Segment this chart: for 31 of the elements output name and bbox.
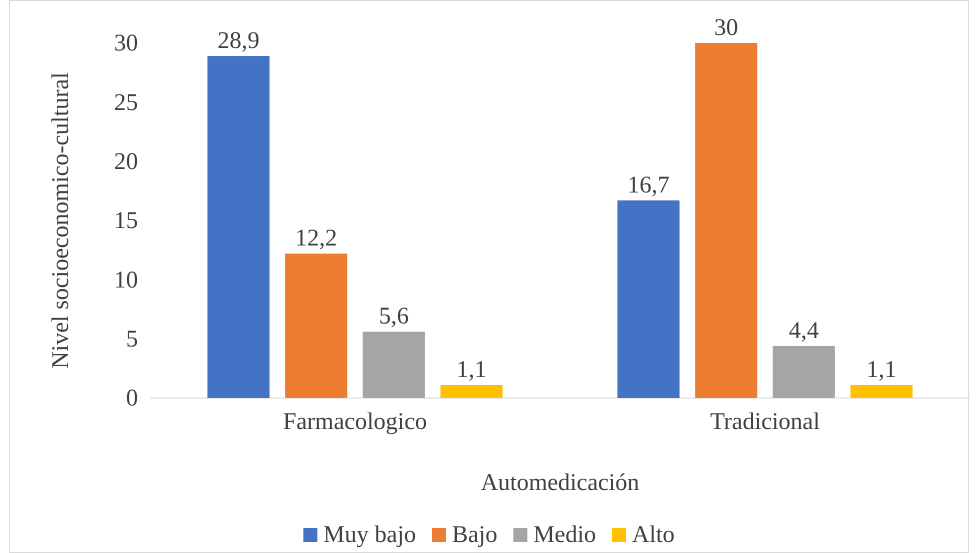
bar xyxy=(285,254,348,398)
y-tick-label: 10 xyxy=(114,267,138,294)
data-label: 4,4 xyxy=(788,318,819,344)
y-tick-label: 15 xyxy=(114,208,138,234)
x-axis-title: Automedicación xyxy=(480,470,640,496)
data-label: 16,7 xyxy=(627,172,670,198)
data-label: 28,9 xyxy=(217,28,260,54)
data-label: 1,1 xyxy=(866,356,897,383)
legend-label: Alto xyxy=(632,522,675,548)
y-tick-label: 30 xyxy=(114,30,138,57)
bar xyxy=(772,346,835,398)
data-label: 30 xyxy=(714,15,738,41)
data-label: 1,1 xyxy=(456,356,487,383)
y-tick-label: 25 xyxy=(114,90,138,116)
bar xyxy=(207,56,270,398)
y-tick-label: 5 xyxy=(126,326,138,353)
bar xyxy=(850,384,913,398)
bar xyxy=(695,43,758,398)
data-label: 12,2 xyxy=(295,226,338,252)
y-tick-label: 20 xyxy=(114,149,138,176)
x-tick-label: Tradicional xyxy=(710,409,820,436)
y-tick-label: 0 xyxy=(126,386,138,412)
x-tick-label: Farmacologico xyxy=(283,409,427,436)
legend-label: Bajo xyxy=(452,522,498,548)
bar xyxy=(617,200,680,398)
legend-label: Muy bajo xyxy=(323,522,416,548)
bar xyxy=(362,332,425,398)
bar xyxy=(440,384,503,398)
y-axis-title: Nivel socioeconomico-cultural xyxy=(48,72,74,369)
legend-label: Medio xyxy=(533,522,596,548)
data-label: 5,6 xyxy=(378,304,409,330)
